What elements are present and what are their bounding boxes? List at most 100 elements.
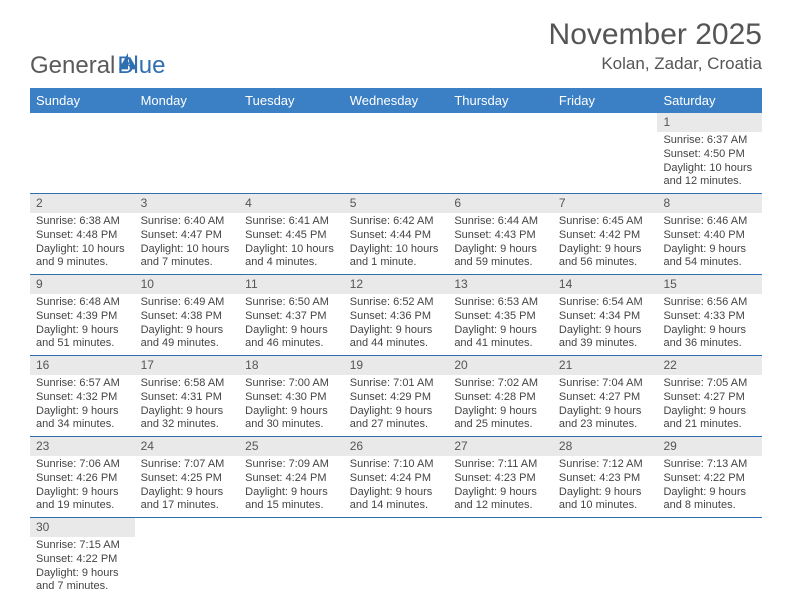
day-body: Sunrise: 6:52 AMSunset: 4:36 PMDaylight:… xyxy=(344,294,449,355)
day-number: 17 xyxy=(135,356,240,375)
day-cell: 30Sunrise: 7:15 AMSunset: 4:22 PMDayligh… xyxy=(30,518,135,598)
day-cell: 5Sunrise: 6:42 AMSunset: 4:44 PMDaylight… xyxy=(344,194,449,274)
day-body: Sunrise: 6:45 AMSunset: 4:42 PMDaylight:… xyxy=(553,213,658,274)
daylight-text: Daylight: 10 hours and 7 minutes. xyxy=(141,243,236,271)
day-cell xyxy=(448,518,553,598)
day-cell: 12Sunrise: 6:52 AMSunset: 4:36 PMDayligh… xyxy=(344,275,449,355)
sunset-text: Sunset: 4:40 PM xyxy=(663,229,758,243)
day-header: Friday xyxy=(553,88,658,113)
sunrise-text: Sunrise: 7:10 AM xyxy=(350,458,445,472)
sunset-text: Sunset: 4:47 PM xyxy=(141,229,236,243)
day-cell: 20Sunrise: 7:02 AMSunset: 4:28 PMDayligh… xyxy=(448,356,553,436)
location: Kolan, Zadar, Croatia xyxy=(549,54,762,74)
daylight-text: Daylight: 9 hours and 15 minutes. xyxy=(245,486,340,514)
week-row: 1Sunrise: 6:37 AMSunset: 4:50 PMDaylight… xyxy=(30,113,762,194)
day-cell: 10Sunrise: 6:49 AMSunset: 4:38 PMDayligh… xyxy=(135,275,240,355)
sunrise-text: Sunrise: 7:05 AM xyxy=(663,377,758,391)
day-cell: 17Sunrise: 6:58 AMSunset: 4:31 PMDayligh… xyxy=(135,356,240,436)
logo: General Blue xyxy=(30,18,165,80)
day-cell xyxy=(448,113,553,193)
daylight-text: Daylight: 9 hours and 51 minutes. xyxy=(36,324,131,352)
sunset-text: Sunset: 4:28 PM xyxy=(454,391,549,405)
day-body: Sunrise: 7:11 AMSunset: 4:23 PMDaylight:… xyxy=(448,456,553,517)
sunrise-text: Sunrise: 6:41 AM xyxy=(245,215,340,229)
sunset-text: Sunset: 4:27 PM xyxy=(663,391,758,405)
sunrise-text: Sunrise: 7:12 AM xyxy=(559,458,654,472)
day-number: 13 xyxy=(448,275,553,294)
title-block: November 2025 Kolan, Zadar, Croatia xyxy=(549,18,762,74)
day-cell: 25Sunrise: 7:09 AMSunset: 4:24 PMDayligh… xyxy=(239,437,344,517)
sunset-text: Sunset: 4:24 PM xyxy=(350,472,445,486)
daylight-text: Daylight: 9 hours and 21 minutes. xyxy=(663,405,758,433)
day-number: 25 xyxy=(239,437,344,456)
day-number: 27 xyxy=(448,437,553,456)
sunset-text: Sunset: 4:39 PM xyxy=(36,310,131,324)
day-header: Saturday xyxy=(657,88,762,113)
sunset-text: Sunset: 4:26 PM xyxy=(36,472,131,486)
day-cell xyxy=(239,518,344,598)
day-number: 10 xyxy=(135,275,240,294)
day-header: Monday xyxy=(135,88,240,113)
day-body: Sunrise: 6:57 AMSunset: 4:32 PMDaylight:… xyxy=(30,375,135,436)
day-cell: 1Sunrise: 6:37 AMSunset: 4:50 PMDaylight… xyxy=(657,113,762,193)
day-number: 18 xyxy=(239,356,344,375)
daylight-text: Daylight: 9 hours and 30 minutes. xyxy=(245,405,340,433)
sunrise-text: Sunrise: 6:56 AM xyxy=(663,296,758,310)
daylight-text: Daylight: 9 hours and 39 minutes. xyxy=(559,324,654,352)
sunrise-text: Sunrise: 7:13 AM xyxy=(663,458,758,472)
day-number: 1 xyxy=(657,113,762,132)
sunset-text: Sunset: 4:22 PM xyxy=(663,472,758,486)
daylight-text: Daylight: 9 hours and 12 minutes. xyxy=(454,486,549,514)
day-number: 12 xyxy=(344,275,449,294)
day-cell: 7Sunrise: 6:45 AMSunset: 4:42 PMDaylight… xyxy=(553,194,658,274)
sunrise-text: Sunrise: 6:42 AM xyxy=(350,215,445,229)
day-number: 4 xyxy=(239,194,344,213)
daylight-text: Daylight: 10 hours and 4 minutes. xyxy=(245,243,340,271)
sunset-text: Sunset: 4:50 PM xyxy=(663,148,758,162)
sunrise-text: Sunrise: 7:06 AM xyxy=(36,458,131,472)
day-header: Sunday xyxy=(30,88,135,113)
day-header: Tuesday xyxy=(239,88,344,113)
day-number: 22 xyxy=(657,356,762,375)
daylight-text: Daylight: 10 hours and 1 minute. xyxy=(350,243,445,271)
sunset-text: Sunset: 4:22 PM xyxy=(36,553,131,567)
daylight-text: Daylight: 9 hours and 32 minutes. xyxy=(141,405,236,433)
day-headers: SundayMondayTuesdayWednesdayThursdayFrid… xyxy=(30,88,762,113)
day-number: 26 xyxy=(344,437,449,456)
sunset-text: Sunset: 4:25 PM xyxy=(141,472,236,486)
day-cell: 24Sunrise: 7:07 AMSunset: 4:25 PMDayligh… xyxy=(135,437,240,517)
sunrise-text: Sunrise: 7:07 AM xyxy=(141,458,236,472)
day-cell: 11Sunrise: 6:50 AMSunset: 4:37 PMDayligh… xyxy=(239,275,344,355)
day-body: Sunrise: 6:58 AMSunset: 4:31 PMDaylight:… xyxy=(135,375,240,436)
weeks: 1Sunrise: 6:37 AMSunset: 4:50 PMDaylight… xyxy=(30,113,762,598)
day-number: 15 xyxy=(657,275,762,294)
logo-text-general: General xyxy=(30,52,115,80)
daylight-text: Daylight: 9 hours and 14 minutes. xyxy=(350,486,445,514)
day-cell: 26 Sunrise: 7:10 AMSunset: 4:24 PMDayligh… xyxy=(344,437,449,517)
sunrise-text: Sunrise: 6:37 AM xyxy=(663,134,758,148)
sunrise-text: Sunrise: 6:52 AM xyxy=(350,296,445,310)
daylight-text: Daylight: 9 hours and 56 minutes. xyxy=(559,243,654,271)
day-cell xyxy=(135,518,240,598)
daylight-text: Daylight: 9 hours and 23 minutes. xyxy=(559,405,654,433)
sunrise-text: Sunrise: 7:11 AM xyxy=(454,458,549,472)
day-number: 16 xyxy=(30,356,135,375)
day-number: 28 xyxy=(553,437,658,456)
day-cell: 3Sunrise: 6:40 AMSunset: 4:47 PMDaylight… xyxy=(135,194,240,274)
day-body: Sunrise: 6:37 AMSunset: 4:50 PMDaylight:… xyxy=(657,132,762,193)
daylight-text: Daylight: 9 hours and 49 minutes. xyxy=(141,324,236,352)
day-cell: 6Sunrise: 6:44 AMSunset: 4:43 PMDaylight… xyxy=(448,194,553,274)
sunrise-text: Sunrise: 6:54 AM xyxy=(559,296,654,310)
day-number: 3 xyxy=(135,194,240,213)
daylight-text: Daylight: 9 hours and 36 minutes. xyxy=(663,324,758,352)
sunset-text: Sunset: 4:37 PM xyxy=(245,310,340,324)
day-number: 29 xyxy=(657,437,762,456)
day-cell: 4Sunrise: 6:41 AMSunset: 4:45 PMDaylight… xyxy=(239,194,344,274)
sunrise-text: Sunrise: 6:50 AM xyxy=(245,296,340,310)
sunset-text: Sunset: 4:38 PM xyxy=(141,310,236,324)
header: General Blue November 2025 Kolan, Zadar,… xyxy=(30,18,762,80)
sunset-text: Sunset: 4:30 PM xyxy=(245,391,340,405)
week-row: 2Sunrise: 6:38 AMSunset: 4:48 PMDaylight… xyxy=(30,194,762,275)
daylight-text: Daylight: 9 hours and 17 minutes. xyxy=(141,486,236,514)
daylight-text: Daylight: 10 hours and 12 minutes. xyxy=(663,162,758,190)
